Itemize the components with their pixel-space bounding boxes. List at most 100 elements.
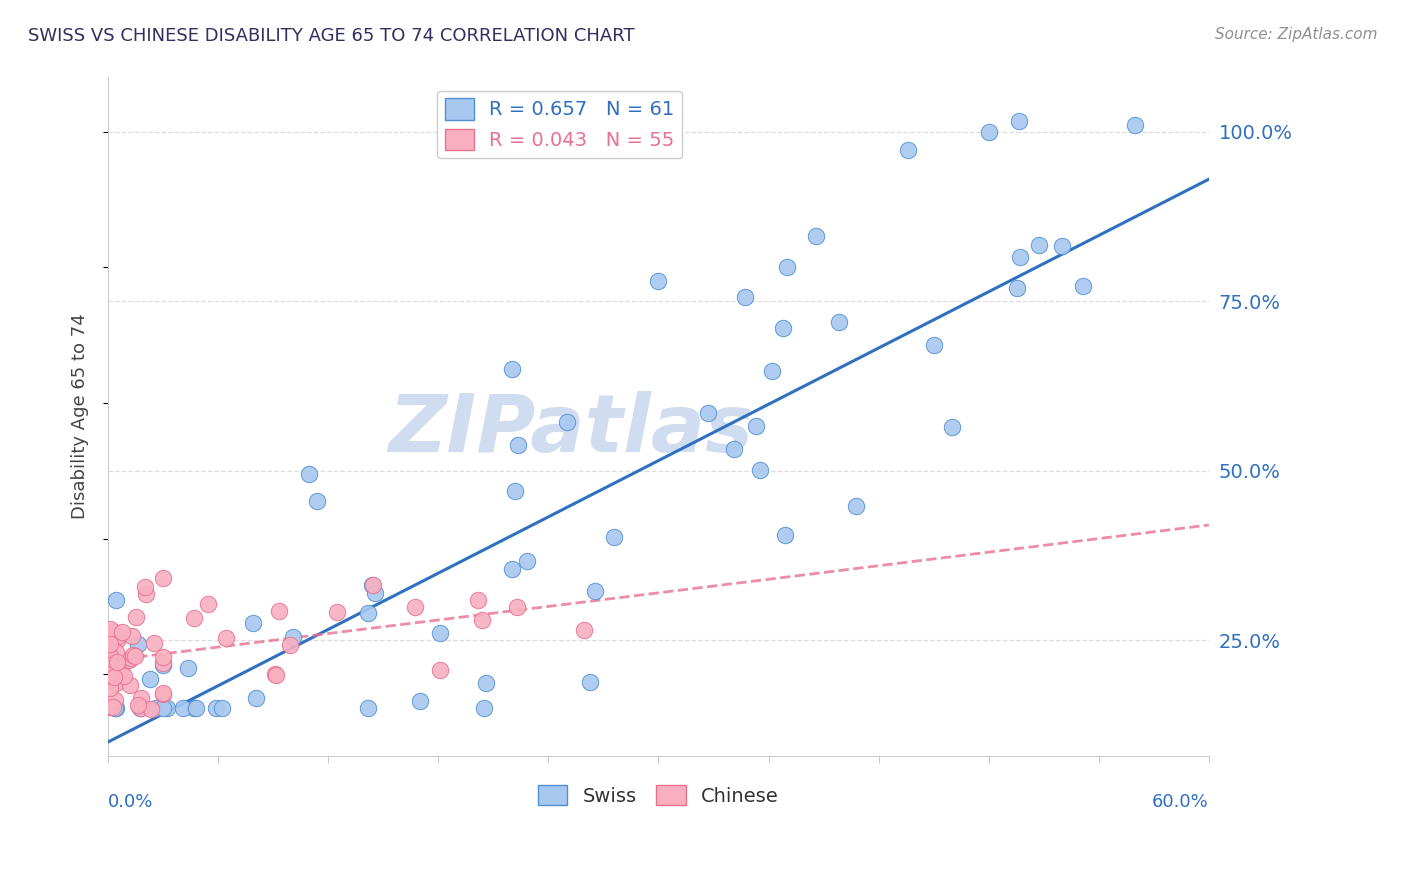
- Point: [127, 637, 149, 651]
- Point: [104, 701, 127, 715]
- Point: [124, 648, 146, 663]
- Point: [267, 605, 290, 619]
- Point: [98, 634, 121, 648]
- Point: [128, 701, 150, 715]
- Point: [409, 693, 432, 707]
- Point: [360, 578, 382, 592]
- Point: [429, 626, 451, 640]
- Point: [172, 701, 194, 715]
- Point: [1008, 113, 1031, 128]
- Point: [734, 290, 756, 304]
- Point: [145, 701, 167, 715]
- Point: [118, 678, 141, 692]
- Point: [326, 605, 349, 619]
- Point: [557, 415, 579, 429]
- Point: [897, 143, 920, 157]
- Point: [503, 483, 526, 498]
- Point: [761, 364, 783, 378]
- Point: [583, 584, 606, 599]
- Point: [118, 653, 141, 667]
- Y-axis label: Disability Age 65 to 74: Disability Age 65 to 74: [72, 314, 89, 519]
- Point: [501, 362, 523, 376]
- Point: [152, 656, 174, 670]
- Point: [107, 632, 129, 646]
- Point: [98, 622, 121, 636]
- Point: [723, 442, 745, 456]
- Point: [264, 667, 287, 681]
- Point: [139, 673, 162, 687]
- Point: [508, 438, 530, 452]
- Point: [152, 649, 174, 664]
- Point: [472, 701, 495, 715]
- Point: [127, 698, 149, 713]
- Point: [107, 629, 129, 643]
- Point: [156, 701, 179, 715]
- Point: [245, 690, 267, 705]
- Point: [121, 629, 143, 643]
- Point: [129, 690, 152, 705]
- Point: [364, 586, 387, 600]
- Point: [845, 499, 868, 513]
- Point: [103, 700, 125, 714]
- Point: [603, 530, 626, 544]
- Point: [501, 562, 523, 576]
- Point: [98, 700, 121, 714]
- Point: [142, 636, 165, 650]
- Point: [298, 467, 321, 482]
- Point: [215, 631, 238, 645]
- Point: [98, 681, 121, 695]
- Point: [578, 675, 600, 690]
- Point: [98, 637, 121, 651]
- Legend: Swiss, Chinese: Swiss, Chinese: [530, 778, 786, 814]
- Point: [281, 631, 304, 645]
- Point: [242, 615, 264, 630]
- Point: [98, 648, 121, 663]
- Point: [186, 701, 208, 715]
- Point: [647, 274, 669, 288]
- Point: [467, 592, 489, 607]
- Point: [105, 655, 128, 669]
- Text: 0.0%: 0.0%: [108, 793, 153, 811]
- Point: [516, 554, 538, 568]
- Point: [429, 663, 451, 677]
- Point: [105, 645, 128, 659]
- Point: [404, 599, 426, 614]
- Point: [357, 606, 380, 620]
- Point: [1050, 239, 1073, 253]
- Point: [152, 658, 174, 673]
- Point: [211, 701, 233, 715]
- Point: [977, 125, 1000, 139]
- Point: [773, 528, 796, 542]
- Point: [506, 599, 529, 614]
- Text: 60.0%: 60.0%: [1152, 793, 1209, 811]
- Point: [197, 597, 219, 611]
- Point: [828, 315, 851, 329]
- Point: [122, 648, 145, 662]
- Point: [104, 701, 127, 715]
- Point: [125, 610, 148, 624]
- Point: [183, 701, 205, 715]
- Point: [361, 578, 384, 592]
- Text: ZIPatlas: ZIPatlas: [388, 391, 752, 469]
- Point: [176, 661, 198, 675]
- Point: [111, 625, 134, 640]
- Point: [1071, 279, 1094, 293]
- Point: [204, 701, 226, 715]
- Point: [471, 613, 494, 627]
- Point: [152, 686, 174, 700]
- Point: [152, 701, 174, 715]
- Point: [134, 580, 156, 594]
- Point: [152, 687, 174, 701]
- Point: [264, 668, 287, 682]
- Point: [278, 638, 301, 652]
- Point: [357, 701, 380, 715]
- Point: [98, 658, 121, 673]
- Point: [105, 657, 128, 672]
- Point: [135, 587, 157, 601]
- Point: [697, 406, 720, 420]
- Point: [474, 676, 496, 690]
- Point: [1125, 118, 1147, 132]
- Point: [1007, 281, 1029, 295]
- Point: [749, 463, 772, 477]
- Point: [776, 260, 799, 275]
